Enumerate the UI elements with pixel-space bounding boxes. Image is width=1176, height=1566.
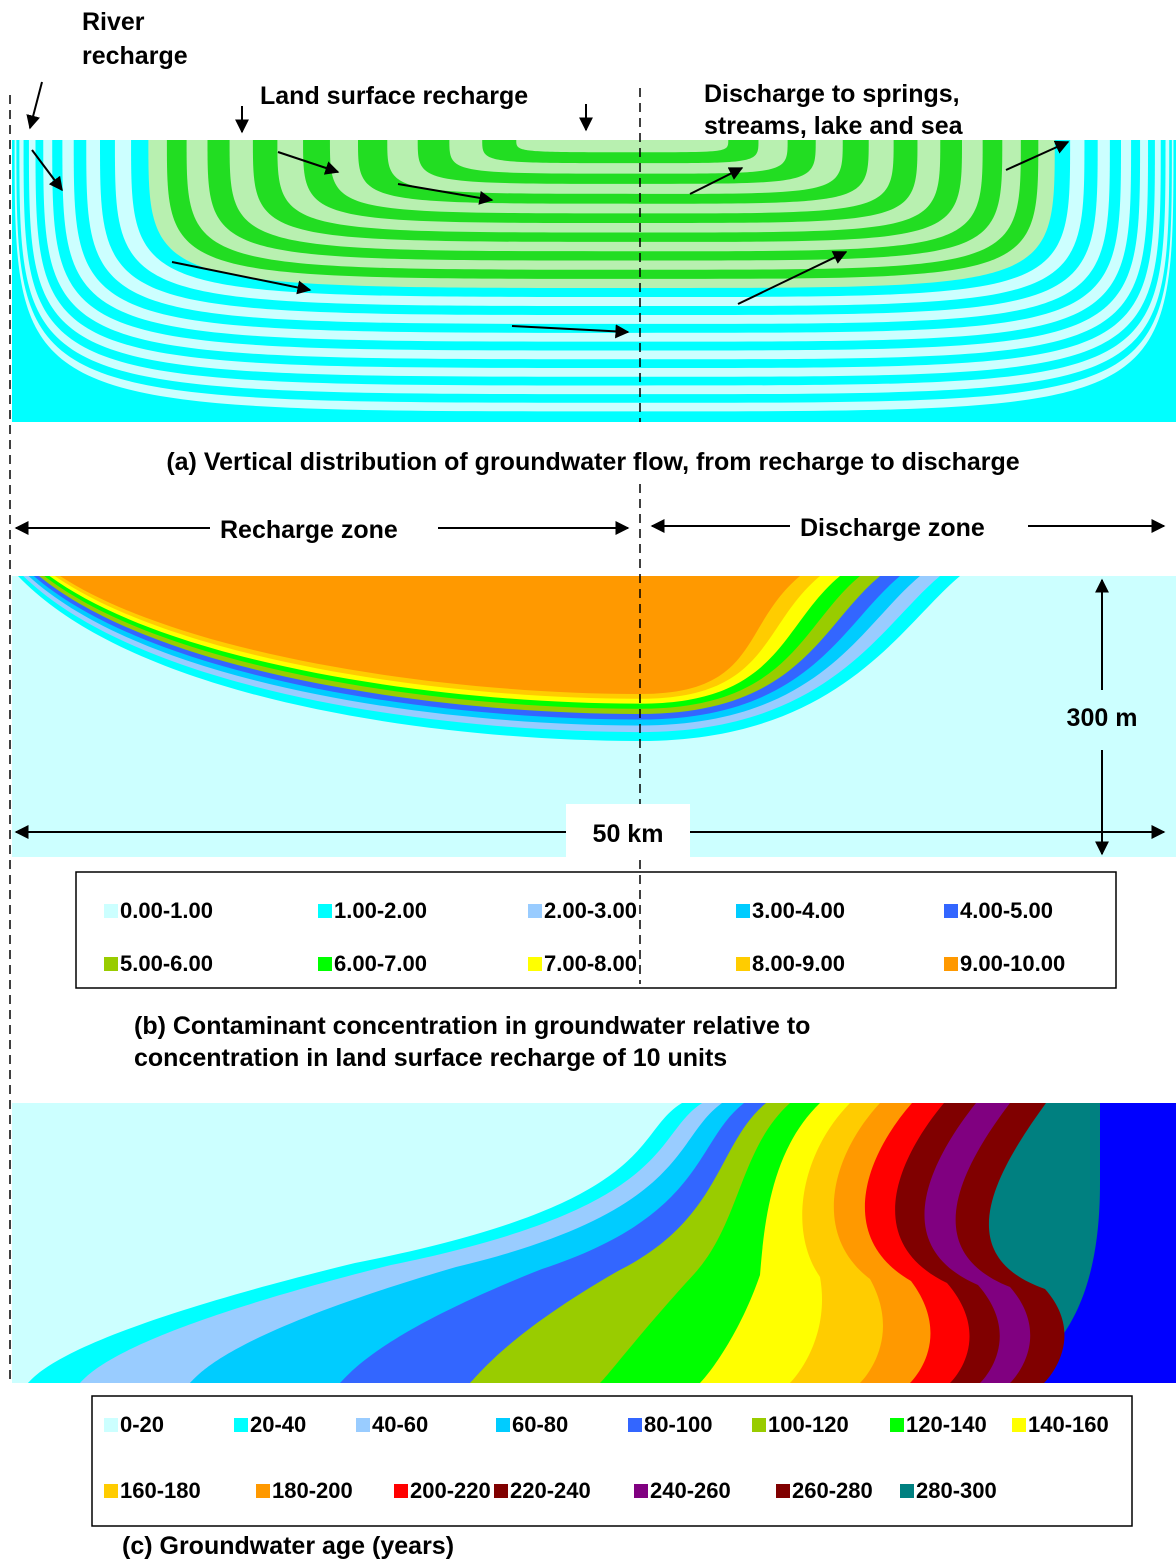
legend-label: 5.00-6.00 [120, 951, 213, 976]
flow-arrow [31, 149, 63, 192]
flow-arrow [737, 251, 848, 305]
panel-b-caption-line2: concentration in land surface recharge o… [134, 1044, 727, 1072]
legend-swatch [900, 1484, 914, 1498]
legend-swatch [256, 1484, 270, 1498]
legend-swatch [736, 957, 750, 971]
legend-label: 120-140 [906, 1412, 987, 1437]
legend-label: 7.00-8.00 [544, 951, 637, 976]
legend-swatch [234, 1418, 248, 1432]
age-bands [12, 1103, 1176, 1383]
legend-swatch [944, 957, 958, 971]
legend-label: 2.00-3.00 [544, 898, 637, 923]
flow-arrow [171, 261, 312, 295]
panel-a: River recharge Land surface recharge Dis… [12, 8, 1176, 476]
age-legend-box [91, 1395, 1133, 1527]
legend-swatch [528, 904, 542, 918]
legend-label: 80-100 [644, 1412, 713, 1437]
legend-swatch [628, 1418, 642, 1432]
flow-arrow [277, 151, 340, 175]
legend-label: 100-120 [768, 1412, 849, 1437]
flow-bands [12, 140, 1176, 422]
panel-b: Recharge zone Discharge zone 300 m 50 km… [12, 514, 1176, 1072]
legend-label: 4.00-5.00 [960, 898, 1053, 923]
recharge-zone-label: Recharge zone [220, 516, 398, 544]
legend-swatch [944, 904, 958, 918]
flow-arrow [689, 167, 744, 195]
legend-swatch [736, 904, 750, 918]
flow-arrows [31, 140, 1070, 339]
discharge-label-2: streams, lake and sea [704, 112, 964, 140]
panel-c-caption: (c) Groundwater age (years) [122, 1532, 454, 1560]
legend-swatch [776, 1484, 790, 1498]
legend-label: 20-40 [250, 1412, 306, 1437]
legend-swatch [496, 1418, 510, 1432]
legend-label: 6.00-7.00 [334, 951, 427, 976]
legend-swatch [104, 1484, 118, 1498]
legend-label: 260-280 [792, 1478, 873, 1503]
age-legend: 0-20 20-40 40-60 60-80 80-100 100-120 120-140 1… [104, 1412, 1109, 1503]
legend-swatch [394, 1484, 408, 1498]
panel-a-caption: (a) Vertical distribution of groundwater… [166, 448, 1019, 476]
legend-swatch [104, 957, 118, 971]
legend-label: 40-60 [372, 1412, 428, 1437]
panel-b-caption-line1: (b) Contaminant concentration in groundw… [134, 1012, 810, 1040]
legend-label: 0.00-1.00 [120, 898, 213, 923]
plume-band [60, 576, 800, 694]
land-surface-recharge-label: Land surface recharge [260, 82, 528, 110]
legend-label: 60-80 [512, 1412, 568, 1437]
legend-swatch [634, 1484, 648, 1498]
legend-label: 200-220 [410, 1478, 491, 1503]
legend-swatch [752, 1418, 766, 1432]
legend-swatch [890, 1418, 904, 1432]
panel-c: 0-20 20-40 40-60 60-80 80-100 100-120 120-140 1… [12, 1103, 1176, 1560]
legend-swatch [104, 904, 118, 918]
discharge-label: Discharge to springs, [704, 80, 960, 108]
legend-label: 240-260 [650, 1478, 731, 1503]
flow-arrow [511, 324, 630, 339]
legend-swatch [318, 957, 332, 971]
legend-label: 180-200 [272, 1478, 353, 1503]
legend-swatch [356, 1418, 370, 1432]
legend-label: 280-300 [916, 1478, 997, 1503]
legend-swatch [104, 1418, 118, 1432]
legend-label: 140-160 [1028, 1412, 1109, 1437]
width-label-box [566, 804, 690, 860]
flow-arrow [1005, 140, 1070, 171]
legend-label: 0-20 [120, 1412, 164, 1437]
concentration-legend: 0.00-1.00 1.00-2.00 2.00-3.00 3.00-4.00 4.00… [104, 898, 1065, 976]
legend-label: 9.00-10.00 [960, 951, 1065, 976]
river-recharge-label-2: recharge [82, 42, 188, 70]
depth-scale-label: 300 m [1067, 704, 1138, 732]
legend-label: 160-180 [120, 1478, 201, 1503]
legend-swatch [318, 904, 332, 918]
contaminant-plume [12, 576, 1176, 857]
legend-swatch [494, 1484, 508, 1498]
legend-swatch [528, 957, 542, 971]
discharge-zone-label: Discharge zone [800, 514, 985, 542]
river-recharge-arrow [26, 81, 43, 130]
legend-label: 1.00-2.00 [334, 898, 427, 923]
flow-arrow [397, 183, 494, 205]
age-band [12, 1103, 682, 1383]
flow-band [516, 140, 729, 153]
river-recharge-label: River [82, 8, 145, 36]
legend-label: 8.00-9.00 [752, 951, 845, 976]
legend-label: 3.00-4.00 [752, 898, 845, 923]
width-scale-label: 50 km [593, 820, 664, 848]
legend-swatch [1012, 1418, 1026, 1432]
concentration-legend-box [75, 871, 1117, 989]
legend-label: 220-240 [510, 1478, 591, 1503]
